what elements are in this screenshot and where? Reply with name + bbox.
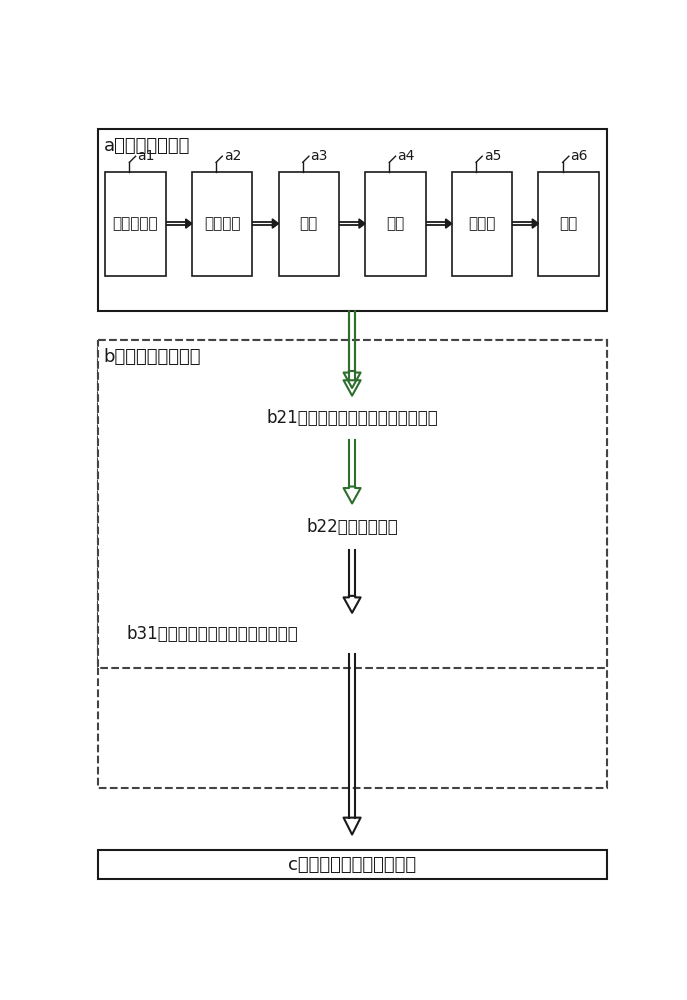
Text: a4: a4 (397, 149, 414, 163)
Text: b、粗糙度处理步骤: b、粗糙度处理步骤 (104, 348, 201, 366)
Bar (111, 614, 593, 654)
Text: 转炉炼锤: 转炉炼锤 (204, 216, 240, 231)
Text: 精炼: 精炼 (300, 216, 318, 231)
Polygon shape (185, 219, 192, 228)
Text: a5: a5 (484, 149, 501, 163)
Bar (111, 396, 593, 440)
Bar (105, 172, 166, 276)
Bar (98, 850, 607, 879)
Text: b21、使用高粗糙度轧辊冷轧步骤；: b21、使用高粗糙度轧辊冷轧步骤； (267, 409, 438, 427)
Text: a6: a6 (570, 149, 588, 163)
Bar (192, 172, 252, 276)
Polygon shape (344, 380, 361, 396)
Text: b31、使用高粗糙度轧辊平整步骤；: b31、使用高粗糙度轧辊平整步骤； (127, 625, 299, 643)
Text: a3: a3 (311, 149, 328, 163)
Polygon shape (532, 219, 539, 228)
Polygon shape (344, 596, 361, 613)
Bar (452, 172, 513, 276)
Text: 热连轧: 热连轧 (469, 216, 496, 231)
Polygon shape (446, 219, 452, 228)
Bar (111, 505, 593, 550)
Text: 连铸: 连铸 (386, 216, 405, 231)
Text: a1: a1 (137, 149, 155, 163)
Text: a、获得锤板材料: a、获得锤板材料 (104, 137, 190, 155)
Polygon shape (272, 219, 278, 228)
Bar (98, 340, 607, 788)
Text: c、获得热冲压成形锤锤板: c、获得热冲压成形锤锤板 (288, 856, 416, 874)
Bar (539, 172, 599, 276)
Bar (98, 340, 607, 668)
Text: 铁水热处理: 铁水热处理 (113, 216, 158, 231)
Bar (98, 129, 607, 311)
Polygon shape (359, 219, 365, 228)
Polygon shape (344, 487, 361, 503)
Text: a2: a2 (224, 149, 241, 163)
Bar (365, 172, 426, 276)
Text: b22、退火步骤；: b22、退火步骤； (306, 518, 398, 536)
Polygon shape (344, 818, 361, 835)
Bar (278, 172, 339, 276)
Polygon shape (344, 371, 361, 388)
Text: 卷取: 卷取 (560, 216, 578, 231)
